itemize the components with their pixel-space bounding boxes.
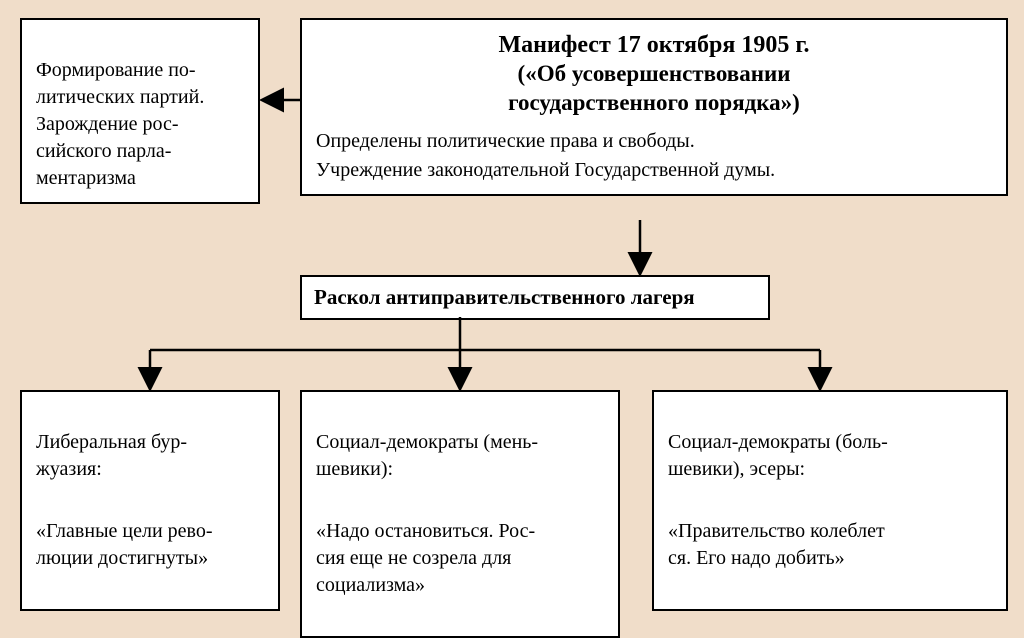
manifest-title-3: государственного порядка») [316, 89, 992, 118]
branch-liberal-head: Либеральная бур- жуазия: [36, 429, 264, 483]
split-box: Раскол антиправительственного лагеря [300, 275, 770, 320]
branch-menshevik-head: Социал-демократы (мень- шевики): [316, 429, 604, 483]
branch-liberal-quote: «Главные цели рево- люции достигнуты» [36, 518, 264, 572]
branch-menshevik-quote: «Надо остановиться. Рос- сия еще не созр… [316, 518, 604, 599]
manifest-box: Манифест 17 октября 1905 г. («Об усоверш… [300, 18, 1008, 196]
manifest-sub-2: Учреждение законодательной Государственн… [316, 157, 992, 184]
manifest-title-1: Манифест 17 октября 1905 г. [316, 30, 992, 60]
parties-box: Формирование по- литических партий. Заро… [20, 18, 260, 204]
branch-bolshevik-box: Социал-демократы (боль- шевики), эсеры: … [652, 390, 1008, 611]
manifest-title-2: («Об усовершенствовании [316, 60, 992, 89]
branch-menshevik-box: Социал-демократы (мень- шевики): «Надо о… [300, 390, 620, 638]
parties-text: Формирование по- литических партий. Заро… [36, 59, 204, 189]
split-text: Раскол антиправительственного лагеря [314, 285, 695, 309]
branch-bolshevik-head: Социал-демократы (боль- шевики), эсеры: [668, 429, 992, 483]
branch-bolshevik-quote: «Правительство колеблет ся. Его надо доб… [668, 518, 992, 572]
branch-liberal-box: Либеральная бур- жуазия: «Главные цели р… [20, 390, 280, 611]
manifest-sub-1: Определены политические права и свободы. [316, 128, 992, 155]
